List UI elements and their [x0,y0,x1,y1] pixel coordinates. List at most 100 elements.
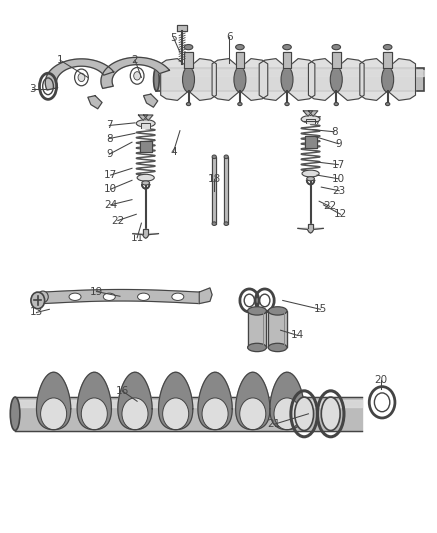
Ellipse shape [103,293,115,301]
Text: 8: 8 [106,134,113,143]
Circle shape [41,398,66,430]
Ellipse shape [238,102,242,106]
Ellipse shape [383,45,392,50]
Text: 14: 14 [291,330,304,341]
Ellipse shape [307,176,315,181]
Polygon shape [248,311,267,348]
Text: 9: 9 [106,149,113,159]
Text: 22: 22 [111,215,125,225]
Polygon shape [236,52,244,68]
Ellipse shape [268,306,287,315]
Polygon shape [287,59,315,100]
Polygon shape [309,59,336,100]
Text: 7: 7 [314,116,320,126]
Polygon shape [212,157,216,224]
Ellipse shape [184,45,193,50]
Polygon shape [77,372,111,430]
Polygon shape [140,141,152,152]
Text: 1: 1 [57,55,63,65]
Circle shape [274,398,300,430]
Ellipse shape [330,67,342,92]
Polygon shape [88,96,102,109]
Text: 23: 23 [333,186,346,196]
Polygon shape [388,59,416,100]
Circle shape [78,73,85,82]
Text: 10: 10 [332,174,345,184]
Ellipse shape [38,291,48,303]
Circle shape [122,398,148,430]
Ellipse shape [302,170,319,177]
Ellipse shape [137,174,154,181]
Polygon shape [161,59,188,100]
Text: 5: 5 [170,33,177,43]
Text: 20: 20 [375,375,388,385]
Polygon shape [268,311,287,348]
Polygon shape [306,119,315,123]
Ellipse shape [382,67,394,92]
Text: 19: 19 [90,287,103,296]
Polygon shape [101,58,170,88]
Text: 6: 6 [226,31,232,42]
Text: 16: 16 [115,386,129,396]
Text: 24: 24 [104,200,117,210]
Ellipse shape [283,45,291,50]
Polygon shape [212,59,240,100]
Ellipse shape [212,222,216,225]
Ellipse shape [301,116,320,123]
Text: 3: 3 [29,84,35,94]
Polygon shape [298,228,323,233]
Polygon shape [142,123,150,127]
Ellipse shape [186,102,191,106]
Polygon shape [336,59,364,100]
Ellipse shape [285,102,289,106]
Ellipse shape [321,397,340,431]
Polygon shape [45,59,114,90]
Circle shape [134,71,141,80]
Text: 17: 17 [104,170,117,180]
Ellipse shape [138,293,149,301]
Polygon shape [383,52,392,68]
Polygon shape [305,136,316,148]
Polygon shape [236,372,270,430]
Circle shape [202,398,228,430]
Ellipse shape [153,68,159,91]
Ellipse shape [224,155,229,159]
Text: 18: 18 [208,174,221,184]
Polygon shape [198,372,232,430]
Polygon shape [308,224,313,228]
Polygon shape [37,372,71,430]
Circle shape [130,68,144,84]
Polygon shape [15,400,362,407]
Polygon shape [156,70,424,76]
Polygon shape [332,52,340,68]
Polygon shape [270,372,304,430]
Ellipse shape [224,222,229,225]
Ellipse shape [236,45,244,50]
Circle shape [240,398,266,430]
Text: 22: 22 [323,201,336,212]
Ellipse shape [281,67,293,92]
Polygon shape [188,59,216,100]
Ellipse shape [183,67,194,92]
Ellipse shape [248,306,267,315]
Polygon shape [144,115,153,120]
Polygon shape [159,372,193,430]
Polygon shape [360,59,388,100]
Polygon shape [240,59,268,100]
Ellipse shape [10,397,20,431]
Polygon shape [309,111,318,116]
Polygon shape [199,288,212,304]
Circle shape [31,292,45,309]
Text: 12: 12 [334,209,347,219]
Polygon shape [224,157,229,224]
Polygon shape [303,111,313,116]
Ellipse shape [334,102,338,106]
Polygon shape [139,115,148,120]
Ellipse shape [295,397,314,431]
Ellipse shape [385,102,390,106]
Polygon shape [184,52,193,68]
Polygon shape [283,52,291,68]
Text: 8: 8 [331,127,337,137]
Text: 2: 2 [132,55,138,65]
Polygon shape [144,94,158,107]
